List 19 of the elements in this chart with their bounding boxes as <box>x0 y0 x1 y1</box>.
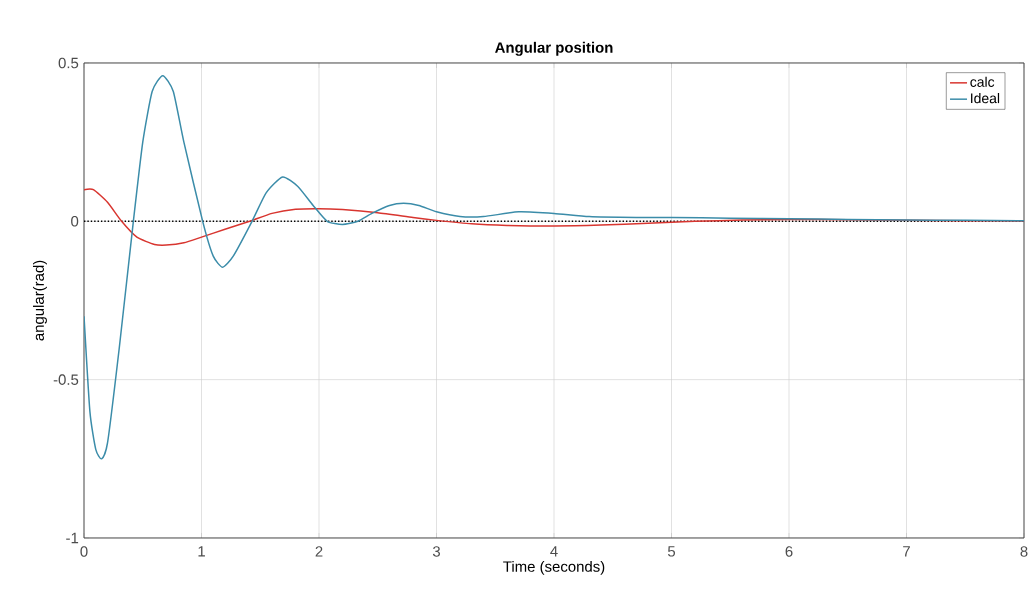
line-series <box>84 74 1024 460</box>
y-tick-label: 0 <box>71 216 79 227</box>
x-axis-title: Time (seconds) <box>503 560 605 575</box>
legend-label: Ideal <box>971 93 1000 104</box>
x-tick-label: 4 <box>550 546 558 557</box>
x-tick-label: 3 <box>432 546 441 557</box>
x-tick-label: 7 <box>903 546 910 557</box>
y-tick-label: -0.5 <box>53 374 79 385</box>
x-tick-label: 6 <box>785 546 793 557</box>
y-tick-label: -1 <box>66 532 79 544</box>
x-tick-label: 8 <box>1020 546 1028 557</box>
x-tick-label: 1 <box>198 546 205 557</box>
x-tick-label: 5 <box>667 546 676 557</box>
legend-label: calc <box>970 76 995 87</box>
y-tick-label: 0.5 <box>58 57 79 69</box>
x-tick-label: 0 <box>80 546 88 557</box>
y-axis-title: angular(rad) <box>32 260 47 341</box>
chart-title: Angular position <box>495 41 613 56</box>
x-tick-label: 2 <box>315 546 323 557</box>
